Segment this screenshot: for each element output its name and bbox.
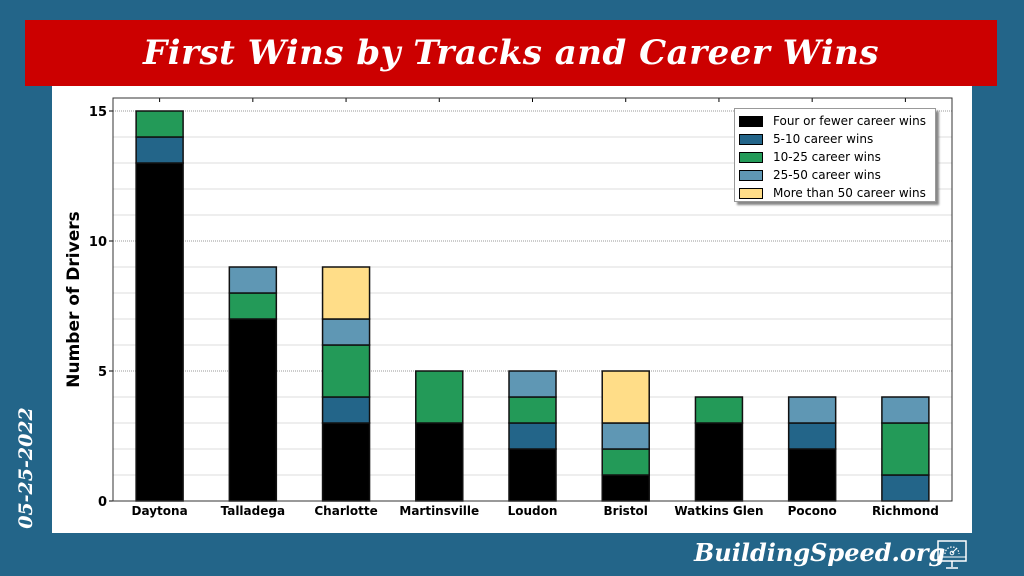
title-banner: First Wins by Tracks and Career Wins xyxy=(25,20,997,86)
legend-item: 5-10 career wins xyxy=(739,130,935,148)
x-tick-label: Bristol xyxy=(604,504,648,518)
x-tick-label: Loudon xyxy=(508,504,558,518)
x-tick-label: Richmond xyxy=(872,504,939,518)
y-axis-label: Number of Drivers xyxy=(64,211,84,387)
legend-swatch xyxy=(739,187,763,199)
bar-segment-1 xyxy=(787,422,837,450)
bar-segment-4 xyxy=(601,370,650,424)
legend-swatch xyxy=(739,133,763,145)
legend-label: 5-10 career wins xyxy=(773,132,874,146)
bar-segment-0 xyxy=(321,422,371,502)
bar-segment-1 xyxy=(508,422,557,450)
legend-label: More than 50 career wins xyxy=(773,186,926,200)
legend-item: Four or fewer career wins xyxy=(739,112,935,130)
x-tick-label: Pocono xyxy=(788,504,837,518)
bar-segment-2 xyxy=(694,396,744,424)
legend-label: Four or fewer career wins xyxy=(773,114,926,128)
bar-segment-0 xyxy=(228,318,278,502)
bar-segment-1 xyxy=(135,136,184,164)
y-tick-label: 15 xyxy=(89,105,107,120)
bar-segment-3 xyxy=(228,266,278,294)
bar-segment-0 xyxy=(694,422,744,502)
y-tick-label: 5 xyxy=(98,365,107,380)
x-tick-label: Martinsville xyxy=(399,504,479,518)
bar-segment-4 xyxy=(321,266,371,320)
bar-segment-3 xyxy=(601,422,650,450)
y-tick-label: 10 xyxy=(89,235,107,250)
bar-segment-0 xyxy=(508,448,557,502)
bar-segment-1 xyxy=(321,396,371,424)
bar-segment-3 xyxy=(787,396,837,424)
bar-segment-2 xyxy=(601,448,650,476)
x-tick-label: Watkins Glen xyxy=(674,504,763,518)
legend-label: 10-25 career wins xyxy=(773,150,881,164)
bar-segment-2 xyxy=(508,396,557,424)
bar-segment-0 xyxy=(135,162,184,502)
bar-segment-1 xyxy=(881,474,930,502)
y-tick-label: 0 xyxy=(98,495,107,510)
legend-item: More than 50 career wins xyxy=(739,184,935,202)
x-tick-label: Talladega xyxy=(221,504,285,518)
bar-segment-3 xyxy=(321,318,371,346)
bar-segment-3 xyxy=(508,370,557,398)
monitor-speedometer-icon xyxy=(937,540,967,569)
legend: Four or fewer career wins 5-10 career win… xyxy=(734,108,936,202)
brand-logo-text: BuildingSpeed.org xyxy=(694,538,946,567)
legend-item: 10-25 career wins xyxy=(739,148,935,166)
bar-segment-2 xyxy=(881,422,930,476)
legend-swatch xyxy=(739,169,763,181)
chart-title: First Wins by Tracks and Career Wins xyxy=(143,33,879,73)
x-tick-label: Charlotte xyxy=(314,504,377,518)
bar-segment-0 xyxy=(415,422,464,502)
bar-segment-0 xyxy=(787,448,837,502)
legend-swatch xyxy=(739,151,763,163)
legend-item: 25-50 career wins xyxy=(739,166,935,184)
plot-frame xyxy=(112,97,953,502)
bar-segment-2 xyxy=(321,344,371,398)
bar-segment-2 xyxy=(228,292,278,320)
legend-swatch xyxy=(739,115,763,127)
legend-label: 25-50 career wins xyxy=(773,168,881,182)
bar-segment-2 xyxy=(415,370,464,424)
bar-segment-2 xyxy=(135,110,184,138)
bar-segment-0 xyxy=(601,474,650,502)
x-tick-label: Daytona xyxy=(132,504,188,518)
bar-segment-3 xyxy=(881,396,930,424)
